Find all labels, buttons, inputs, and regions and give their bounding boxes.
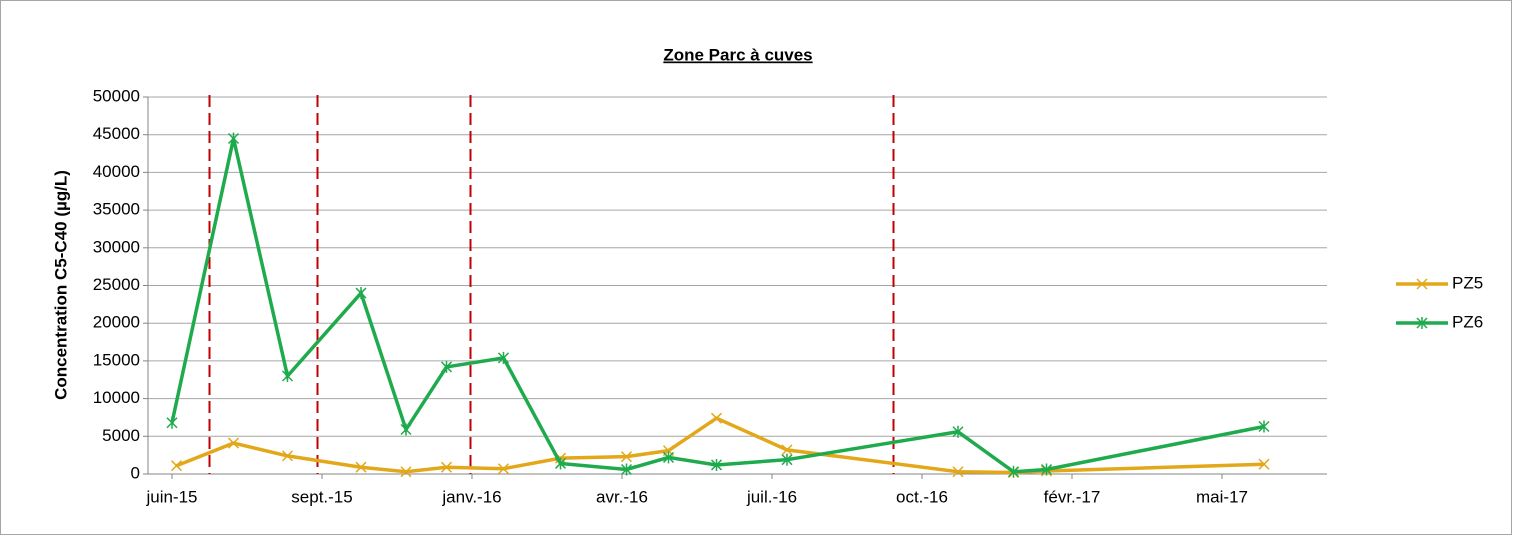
marker: [1040, 463, 1053, 476]
marker: [1416, 317, 1428, 329]
marker: [952, 466, 964, 478]
marker: [781, 453, 793, 466]
y-tick-label: 5000: [102, 426, 140, 445]
x-tick-label: avr.-16: [596, 487, 648, 506]
marker: [710, 458, 723, 471]
y-axis-label: Concentration C5-C40 (µg/L): [51, 170, 70, 400]
marker: [400, 466, 412, 478]
y-tick-label: 15000: [93, 350, 140, 369]
y-tick-label: 25000: [93, 275, 140, 294]
y-tick-label: 40000: [93, 162, 140, 181]
marker: [1258, 458, 1270, 470]
series-line: [175, 416, 1265, 475]
marker: [1007, 465, 1020, 478]
marker: [710, 412, 723, 424]
legend-entry: PZ6: [1396, 312, 1483, 331]
marker: [620, 451, 633, 463]
marker: [1416, 278, 1428, 290]
y-tick-label: 10000: [93, 388, 140, 407]
marker: [170, 460, 183, 472]
x-tick-label: mai-17: [1196, 487, 1248, 506]
series-line: [170, 138, 1265, 474]
marker: [497, 351, 510, 364]
marker: [400, 423, 412, 436]
marker: [554, 457, 567, 470]
x-tick-label: oct.-16: [896, 487, 948, 506]
marker: [355, 287, 367, 300]
marker: [281, 450, 294, 462]
marker: [281, 369, 294, 382]
legend-label: PZ6: [1452, 312, 1483, 331]
marker: [440, 360, 453, 373]
chart-title: Zone Parc à cuves: [663, 45, 812, 64]
marker: [662, 451, 675, 464]
marker: [355, 461, 367, 473]
marker: [620, 463, 633, 476]
y-tick-label: 0: [131, 463, 140, 482]
y-tick-label: 20000: [93, 313, 140, 332]
y-tick-label: 50000: [93, 86, 140, 105]
marker: [1258, 420, 1270, 433]
legend-entry: PZ5: [1396, 273, 1483, 292]
y-tick-label: 45000: [93, 124, 140, 143]
marker: [166, 416, 178, 429]
x-tick-label: janv.-16: [441, 487, 501, 506]
marker: [227, 132, 240, 145]
marker: [781, 444, 793, 456]
x-tick-label: févr.-17: [1044, 487, 1101, 506]
marker: [497, 463, 510, 475]
marker: [440, 461, 453, 473]
marker: [952, 425, 964, 438]
marker: [227, 437, 240, 449]
y-tick-label: 35000: [93, 200, 140, 219]
x-tick-label: sept.-15: [291, 487, 352, 506]
y-tick-label: 30000: [93, 237, 140, 256]
x-tick-label: juil.-16: [746, 487, 797, 506]
x-tick-label: juin-15: [145, 487, 197, 506]
legend-label: PZ5: [1452, 273, 1483, 292]
